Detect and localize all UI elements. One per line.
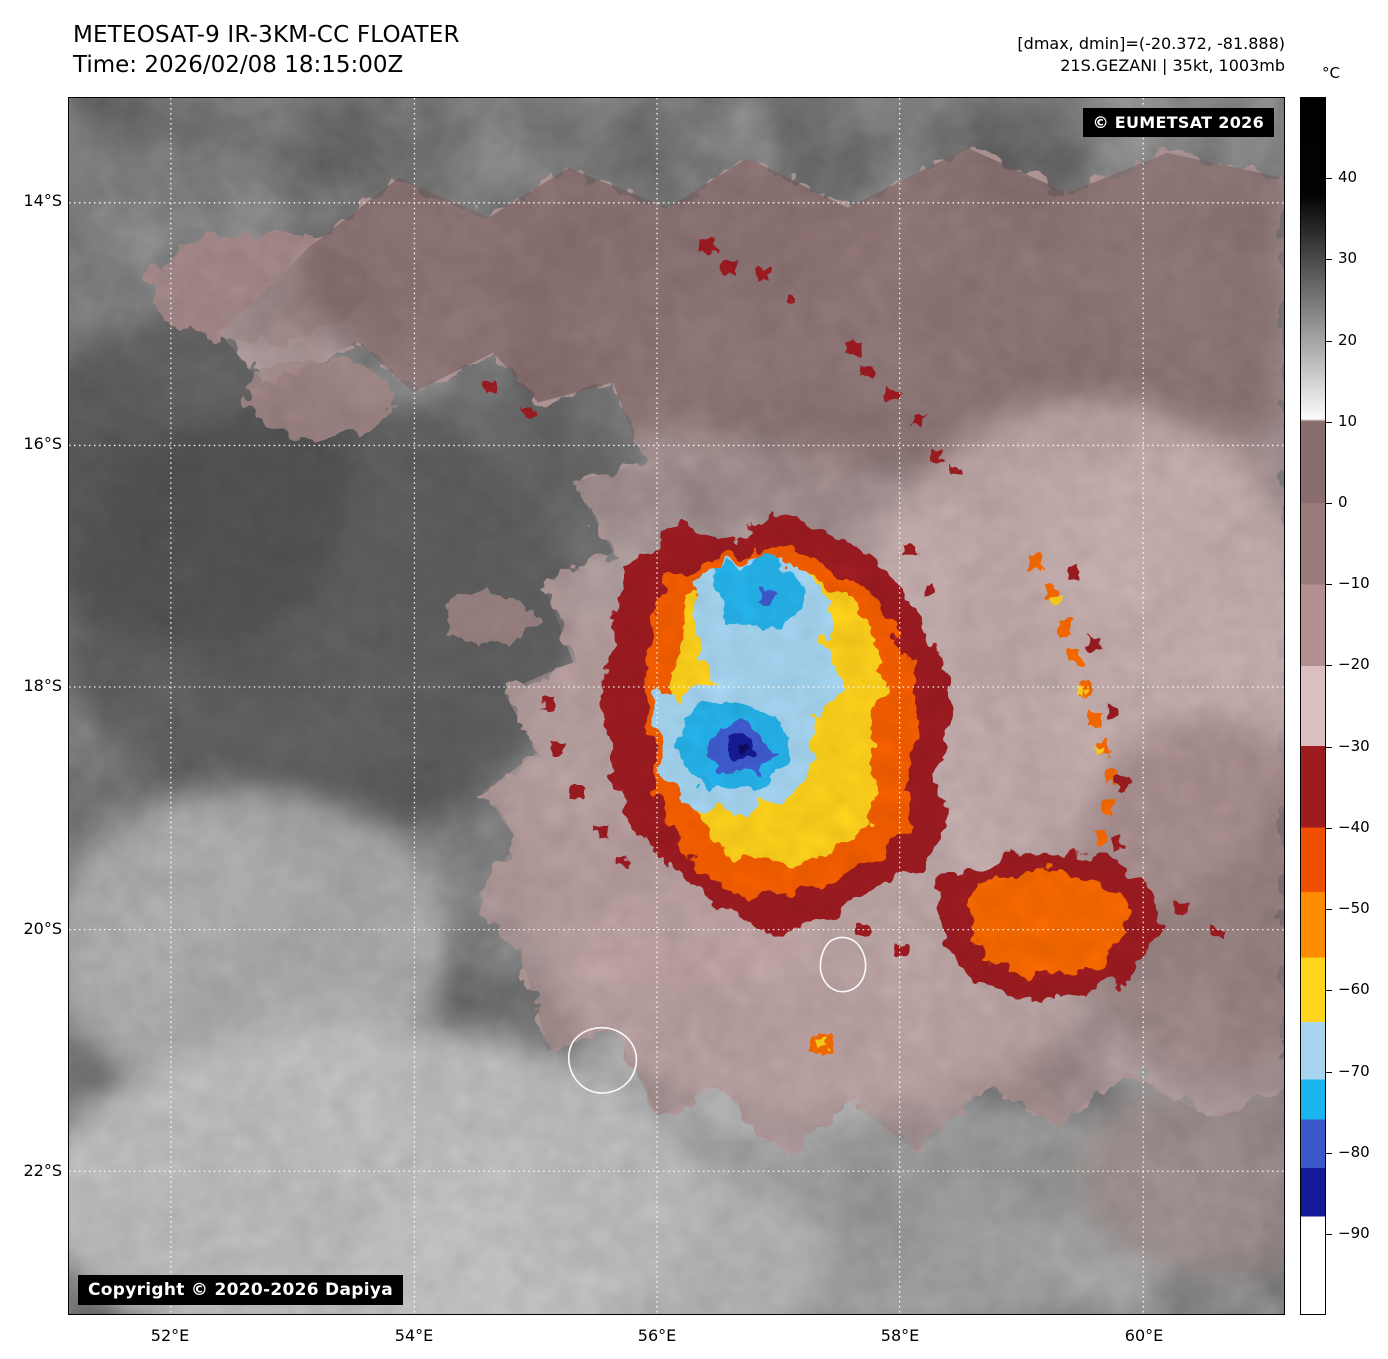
lat-axis-label: 14°S — [23, 191, 62, 210]
colorbar-tick-mark — [1326, 584, 1332, 586]
colorbar-tick-label: 0 — [1338, 493, 1348, 511]
satellite-map: © EUMETSAT 2026 Copyright © 2020-2026 Da… — [68, 97, 1285, 1315]
lon-axis-label: 60°E — [1124, 1326, 1164, 1345]
plot-title: METEOSAT-9 IR-3KM-CC FLOATER — [73, 22, 460, 48]
lon-axis-label: 52°E — [150, 1326, 190, 1345]
colorbar-tick-mark — [1326, 990, 1332, 992]
lat-axis-label: 16°S — [23, 434, 62, 453]
colorbar-tick-label: −70 — [1338, 1062, 1370, 1080]
colorbar-tick-label: −20 — [1338, 655, 1370, 673]
island-coastlines — [567, 936, 867, 1094]
lon-axis-label: 54°E — [394, 1326, 434, 1345]
plot-time: Time: 2026/02/08 18:15:00Z — [73, 52, 404, 78]
colorbar: 40 30 20 10 0 −10 −20 −30 −40 −50 −60 −7… — [1300, 97, 1388, 1315]
colorbar-tick-label: 20 — [1338, 331, 1358, 349]
colorbar-tick-label: −50 — [1338, 899, 1370, 917]
colorbar-tick-mark — [1326, 178, 1332, 180]
colorbar-tick-label: −60 — [1338, 980, 1370, 998]
colorbar-tick-mark — [1326, 422, 1332, 424]
colorbar-tick-mark — [1326, 503, 1332, 505]
colorbar-tick-mark — [1326, 665, 1332, 667]
colorbar-tick-label: −10 — [1338, 574, 1370, 592]
colorbar-tick-mark — [1326, 1153, 1332, 1155]
dmax-dmin-stats: [dmax, dmin]=(-20.372, -81.888) — [1017, 34, 1285, 53]
reunion-outline — [567, 1027, 638, 1094]
satellite-image — [69, 98, 1284, 1314]
dapiya-copyright: Copyright © 2020-2026 Dapiya — [78, 1275, 403, 1305]
colorbar-tick-mark — [1326, 909, 1332, 911]
colorbar-tick-mark — [1326, 747, 1332, 749]
colorbar-tick-label: 10 — [1338, 412, 1358, 430]
colorbar-tick-label: 40 — [1338, 168, 1358, 186]
storm-info: 21S.GEZANI | 35kt, 1003mb — [1060, 56, 1285, 75]
colorbar-tick-mark — [1326, 1072, 1332, 1074]
eumetsat-credit: © EUMETSAT 2026 — [1082, 108, 1274, 137]
graticule — [69, 98, 1284, 1314]
header-stats-block: [dmax, dmin]=(-20.372, -81.888) 21S.GEZA… — [1017, 33, 1285, 77]
colorbar-tick-label: −80 — [1338, 1143, 1370, 1161]
colorbar-tick-mark — [1326, 1234, 1332, 1236]
lon-axis-label: 58°E — [880, 1326, 920, 1345]
colorbar-tick-label: −40 — [1338, 818, 1370, 836]
lon-axis-label: 56°E — [637, 1326, 677, 1345]
colorbar-tick-label: −30 — [1338, 737, 1370, 755]
lat-axis-label: 22°S — [23, 1161, 62, 1180]
colorbar-tick-mark — [1326, 259, 1332, 261]
lat-axis-label: 18°S — [23, 676, 62, 695]
colorbar-tick-label: −90 — [1338, 1224, 1370, 1242]
colorbar-unit-label: °C — [1322, 64, 1340, 82]
lat-axis-label: 20°S — [23, 919, 62, 938]
colorbar-gradient — [1300, 97, 1326, 1315]
colorbar-tick-mark — [1326, 341, 1332, 343]
colorbar-tick-mark — [1326, 828, 1332, 830]
colorbar-tick-label: 30 — [1338, 249, 1358, 267]
mauritius-outline — [819, 936, 867, 993]
